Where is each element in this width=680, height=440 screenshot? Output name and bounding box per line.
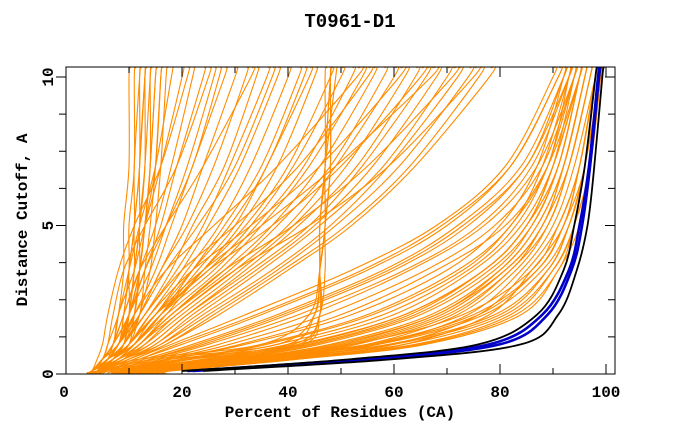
- model-curve: [91, 67, 364, 374]
- model-curve: [102, 67, 568, 374]
- model-curve: [97, 67, 440, 374]
- model-curve: [91, 67, 496, 374]
- model-curve: [112, 67, 578, 374]
- server-model-curves: [86, 67, 603, 374]
- axis-ticks: [56, 67, 615, 375]
- model-curve: [110, 67, 572, 374]
- x-tick-label: 100: [592, 384, 621, 402]
- model-curve: [86, 67, 223, 374]
- model-curve: [97, 67, 374, 374]
- x-tick-label: 80: [490, 384, 509, 402]
- model-curve: [117, 67, 583, 374]
- y-tick-label: 0: [40, 369, 58, 379]
- model-curve: [203, 67, 605, 372]
- y-tick-label: 10: [40, 67, 58, 86]
- model-curve: [112, 67, 578, 374]
- model-curve: [181, 67, 598, 372]
- model-curve: [102, 67, 558, 374]
- model-curve: [86, 67, 276, 374]
- model-curve: [91, 67, 407, 374]
- model-curve: [91, 67, 303, 374]
- model-curve: [86, 67, 191, 374]
- model-curve: [116, 67, 578, 374]
- x-tick-label: 60: [384, 384, 403, 402]
- model-curve: [102, 67, 563, 374]
- reference-model-curves: [181, 67, 605, 372]
- highlighted-model-curves: [187, 67, 602, 373]
- x-tick-label: 20: [172, 384, 191, 402]
- x-tick-label: 0: [59, 384, 69, 402]
- x-tick-labels: 0 20 40 60 80 100: [59, 384, 620, 402]
- model-curve: [97, 67, 485, 374]
- model-curve: [187, 67, 601, 373]
- model-curve: [91, 67, 428, 374]
- model-curve: [113, 67, 598, 374]
- y-tick-label: 5: [40, 221, 58, 231]
- model-curve: [91, 67, 256, 374]
- y-axis-label: Distance Cutoff, A: [14, 133, 32, 306]
- chart-title: T0961-D1: [304, 11, 395, 33]
- model-curve: [107, 67, 573, 374]
- model-curve: [115, 67, 583, 374]
- x-tick-label: 40: [278, 384, 297, 402]
- x-axis-label: Percent of Residues (CA): [225, 404, 455, 422]
- model-curve: [107, 67, 568, 374]
- model-curve: [97, 67, 481, 374]
- y-tick-labels: 0 5 10: [40, 67, 58, 378]
